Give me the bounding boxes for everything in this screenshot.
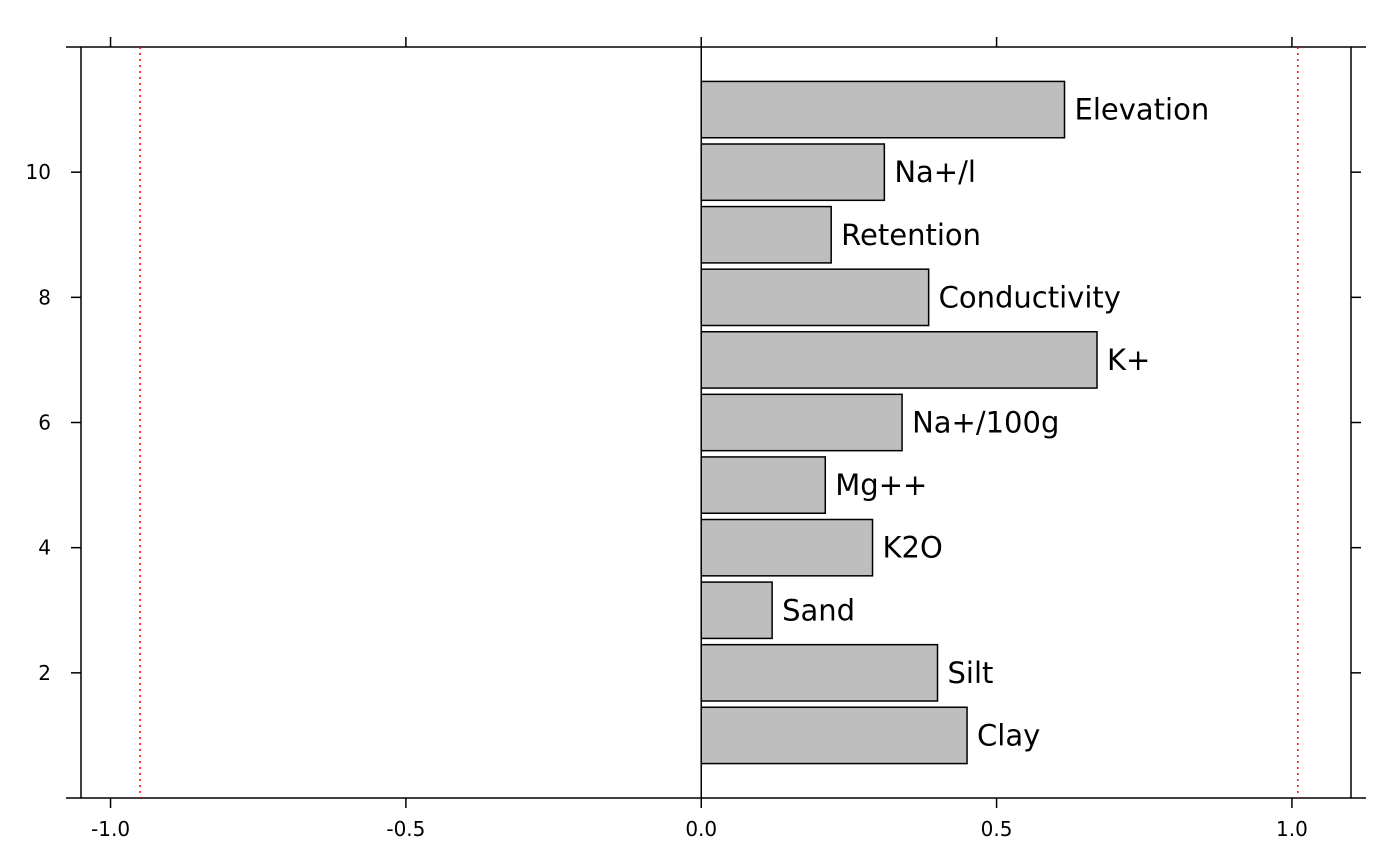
y-tick-label-3: 6: [38, 411, 51, 435]
y-tick-label-4: 8: [38, 285, 51, 309]
bar-1: [700, 706, 968, 765]
bar-5: [700, 456, 827, 514]
y-tick-label-5: 10: [26, 160, 51, 184]
bar-10: [700, 143, 886, 202]
bar-label-4: K2O: [883, 531, 943, 565]
bar-label-6: Na+/100g: [912, 406, 1059, 440]
bar-2: [700, 643, 939, 702]
x-tick-label-2: -0.5: [386, 817, 425, 841]
bar-label-11: Elevation: [1075, 93, 1210, 127]
bar-label-7: K+: [1107, 343, 1150, 377]
x-tick-label-1: -1.0: [91, 817, 130, 841]
bar-label-10: Na+/l: [894, 155, 976, 189]
bar-label-9: Retention: [841, 218, 981, 252]
bar-label-1: Clay: [977, 718, 1040, 752]
bar-7: [700, 331, 1098, 389]
bar-label-5: Mg++: [835, 468, 927, 502]
y-tick-label-1: 2: [38, 661, 51, 685]
plot-area: Clay Silt Sand K2O Mg++ Na+/100g K+ Conductivit…: [26, 37, 1366, 841]
x-tick-label-5: 1.0: [1276, 817, 1308, 841]
bar-8: [700, 268, 930, 327]
bar-3: [700, 581, 773, 640]
bar-4: [700, 518, 874, 577]
x-tick-label-3: 0.0: [685, 817, 717, 841]
bar-label-8: Conductivity: [939, 280, 1121, 314]
bar-11: [700, 80, 1066, 139]
bar-label-2: Silt: [948, 656, 994, 690]
y-tick-label-2: 4: [38, 536, 51, 560]
bar-9: [700, 205, 832, 264]
x-tick-label-4: 0.5: [981, 817, 1013, 841]
bar-6: [700, 393, 903, 452]
bar-label-3: Sand: [782, 593, 855, 627]
